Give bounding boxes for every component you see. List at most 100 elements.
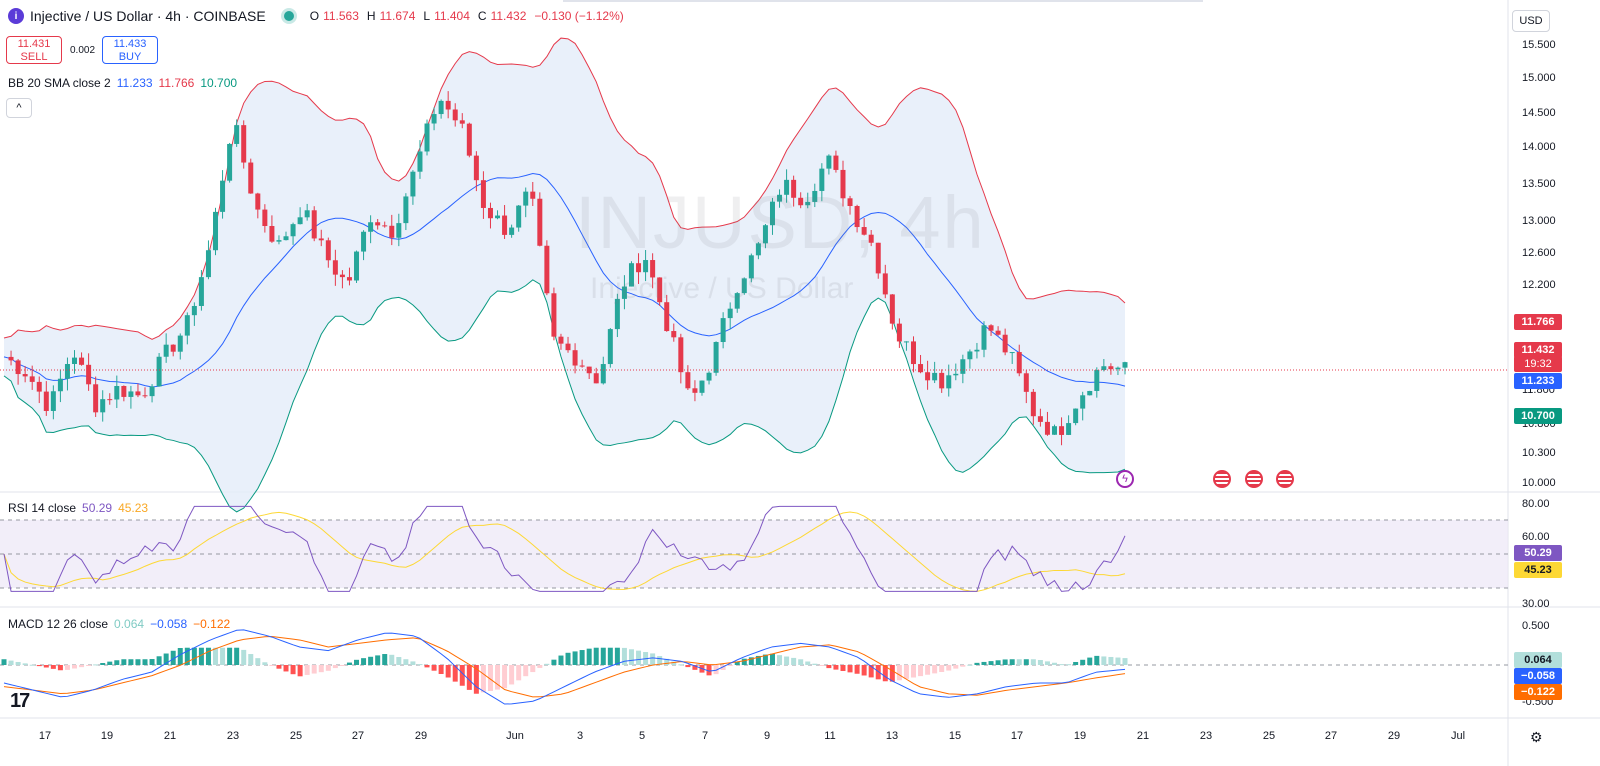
macd-histogram-bar [910,665,916,678]
macd-histogram-bar [692,665,698,670]
macd-histogram-bar [657,656,663,665]
candle-body [586,366,592,374]
gear-icon[interactable]: ⚙ [1530,729,1543,745]
macd-histogram-bar [339,665,345,666]
us-flag-icon[interactable] [1245,470,1263,488]
collapse-legend-button[interactable]: ^ [6,98,32,118]
macd-histogram-bar [234,647,240,665]
candle-body [368,222,374,232]
us-flag-icon[interactable] [1276,470,1294,488]
candle-body [1108,366,1114,370]
candle-body [727,308,733,319]
rsi-ma-line [3,511,1126,592]
candle-body [191,305,197,316]
lightning-icon[interactable]: ϟ [1116,470,1134,488]
candle-body [769,201,775,226]
candle-body [318,238,324,241]
candle-body [798,197,804,206]
macd-histogram-bar [304,665,310,675]
candle-body [784,179,790,195]
buy-button[interactable]: 11.433 BUY [102,36,158,64]
candle-body [445,100,451,110]
us-flag-icon[interactable] [1213,470,1231,488]
macd-histogram-bar [480,665,486,693]
macd-histogram-bar [805,661,811,665]
price-tick: 15.000 [1522,72,1556,84]
macd-histogram-bar [861,665,867,676]
macd-histogram-bar [565,652,571,665]
time-tick: 17 [1010,730,1024,742]
macd-histogram-bar [762,654,768,665]
candle-body [819,168,825,191]
close-value: 11.432 [490,9,527,23]
low-label: L [423,9,431,23]
candle-body [558,336,564,344]
macd-histogram-bar [311,665,317,674]
tradingview-logo[interactable]: 17 [10,690,30,712]
macd-histogram-bar [798,659,804,665]
bollinger-lower-line [3,279,1126,513]
macd-histogram-bar [558,655,564,665]
bb-legend[interactable]: BB 20 SMA close 2 11.233 11.766 10.700 [8,76,243,90]
time-tick: 3 [576,730,584,742]
candle-body [213,211,219,251]
macd-histogram-bar [671,661,677,665]
macd-histogram-bar [72,665,78,669]
time-tick: 21 [1136,730,1150,742]
macd-histogram-bar [579,650,585,665]
macd-histogram-bar [1016,659,1022,665]
macd-histogram-bar [586,648,592,665]
macd-histogram-bar [452,665,458,682]
macd-histogram-bar [636,650,642,665]
symbol-title[interactable]: Injective / US Dollar · 4h · COINBASE [30,8,266,24]
candle-body [361,231,367,252]
candle-body [142,395,148,397]
macd-histogram-bar [791,657,797,665]
candle-body [248,162,254,194]
macd-signal-line [3,635,1126,698]
macd-histogram-bar [43,665,49,668]
time-tick: 19 [1073,730,1087,742]
currency-selector[interactable]: USD [1512,10,1550,32]
macd-histogram-bar [784,656,790,665]
macd-histogram-bar [389,654,395,665]
watermark-name: Injective / US Dollar [590,272,854,305]
signal-tag: −0.122 [1514,684,1562,700]
market-open-indicator [283,11,294,21]
candle-body [354,251,360,281]
rsi-line [3,505,1126,592]
macd-histogram-bar [600,647,606,665]
candle-body [431,114,437,124]
high-value: 11.674 [379,9,416,23]
candle-body [791,179,797,198]
rsi-label: RSI 14 close [8,501,77,515]
countdown-tag: 19:32 [1514,356,1562,372]
rsi-legend[interactable]: RSI 14 close 50.29 45.23 [8,501,154,515]
candle-body [459,120,465,124]
macd-histogram-bar [142,659,148,665]
sell-price: 11.431 [17,38,51,50]
macd-histogram-bar [988,661,994,665]
rsi-tick: 30.00 [1522,598,1550,610]
candle-body [290,224,296,237]
macd-histogram-bar [79,665,85,668]
macd-histogram-bar [882,665,888,682]
macd-histogram-bar [1122,658,1128,665]
macd-legend[interactable]: MACD 12 26 close 0.064 −0.058 −0.122 [8,617,236,631]
lower-band-tag: 10.700 [1514,408,1562,424]
candle-body [473,155,479,181]
candle-body [713,342,719,373]
macd-histogram-bar [156,656,162,665]
macd-histogram-bar [1101,656,1107,665]
bollinger-upper-line [3,37,1126,340]
candle-body [974,349,980,352]
time-tick: 17 [38,730,52,742]
rsi-ma-value: 45.23 [118,501,149,515]
candle-body [114,385,120,400]
macd-histogram-bar [847,665,853,673]
macd-tick: 0.500 [1522,620,1550,632]
macd-histogram-bar [86,665,92,666]
candle-body [262,209,268,227]
sell-button[interactable]: 11.431 SELL [6,36,62,64]
